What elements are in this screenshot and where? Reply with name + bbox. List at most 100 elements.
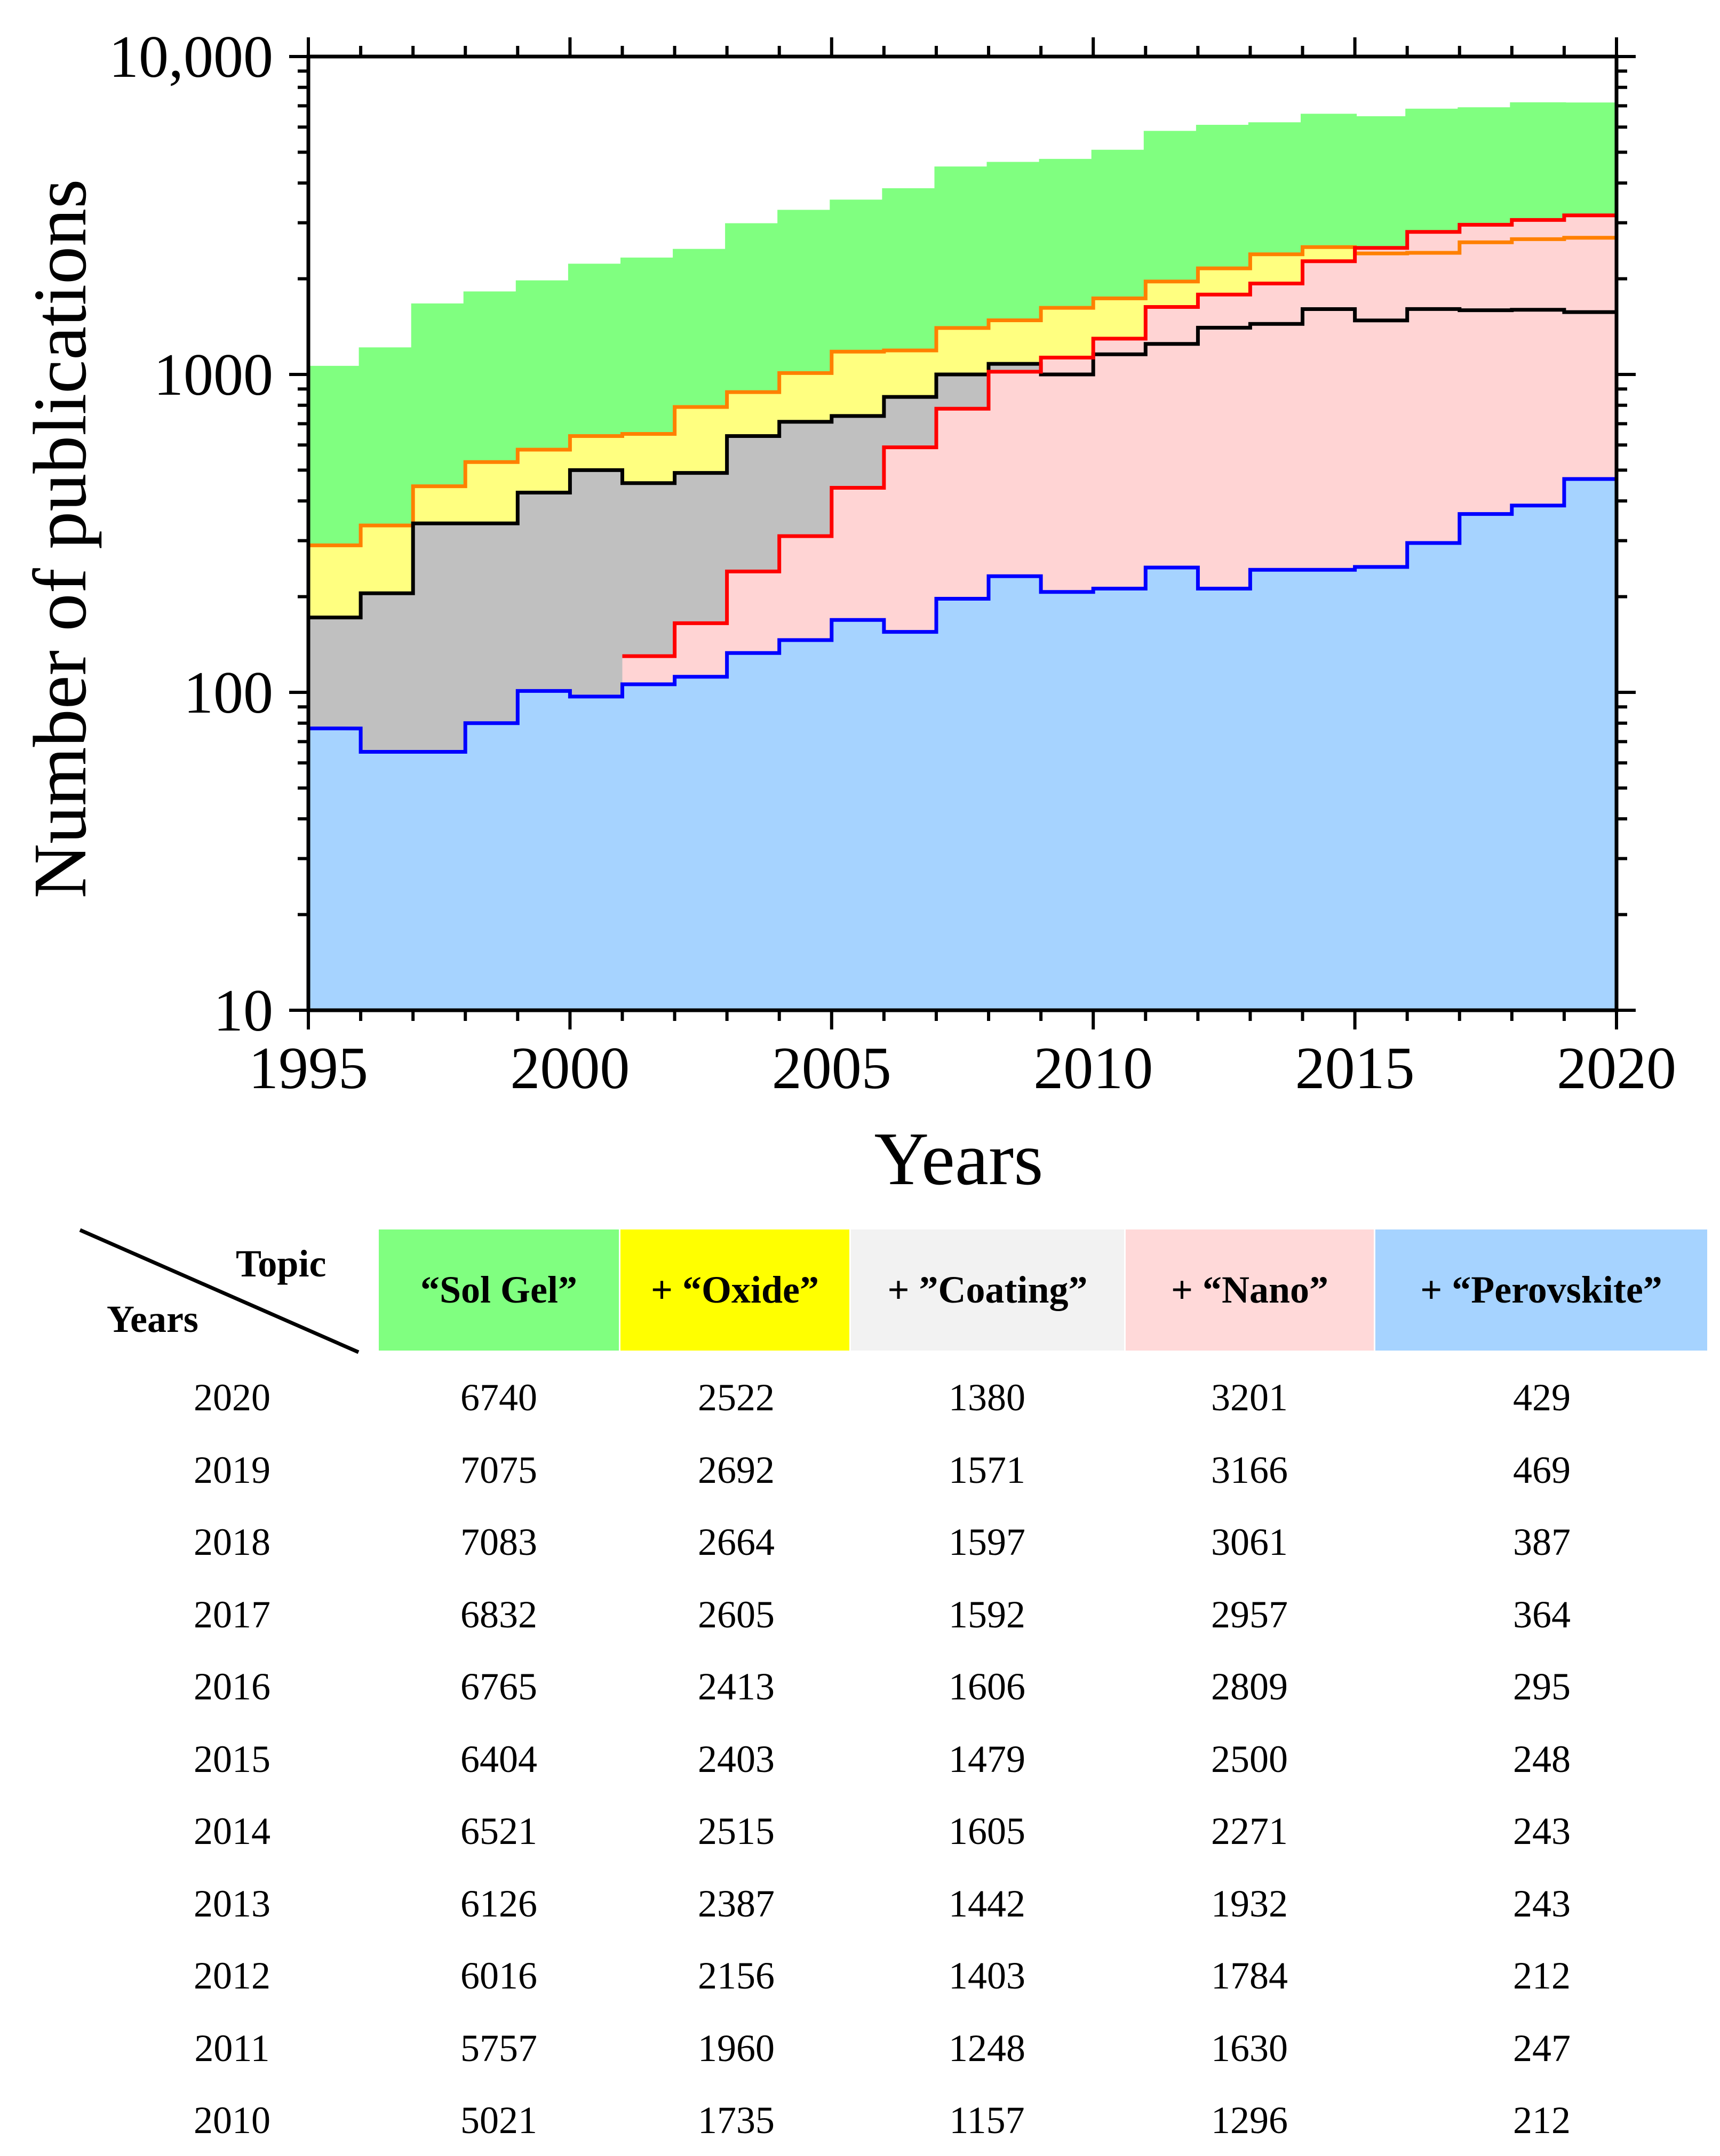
table-year-cell: 2020 <box>194 1376 270 1419</box>
table-value-cell: 6521 <box>460 1810 537 1852</box>
table-row: 2016 6765 2413 1606 2809 295 <box>0 1651 1720 1722</box>
table-row: 2013 6126 2387 1442 1932 243 <box>0 1868 1720 1939</box>
table-year-cell: 2012 <box>194 1954 270 1997</box>
table-year-cell: 2010 <box>194 2099 270 2142</box>
table-value-cell: 2522 <box>698 1376 775 1419</box>
line-perovskite <box>308 477 1617 754</box>
plot-frame <box>306 54 1619 1012</box>
table-year-cell: 2011 <box>194 2026 270 2070</box>
table-value-cell: 7075 <box>460 1448 537 1491</box>
y-tick-label: 100 <box>184 660 273 726</box>
table-value-cell: 6740 <box>460 1376 537 1419</box>
table-value-cell: 1442 <box>949 1882 1025 1925</box>
table-value-cell: 295 <box>1513 1665 1571 1708</box>
table-year-cell: 2017 <box>194 1593 270 1636</box>
y-tick-label: 1000 <box>154 342 273 408</box>
x-tick-label: 1995 <box>249 1035 368 1101</box>
table-header-cell: + “Perovskite” <box>1375 1229 1707 1351</box>
table-value-cell: 2413 <box>698 1665 775 1708</box>
table-year-cell: 2013 <box>194 1882 270 1925</box>
x-tick-label: 2015 <box>1295 1035 1415 1101</box>
area-perovskite <box>308 479 1617 1010</box>
y-tick-label: 10 <box>213 978 273 1044</box>
table-value-cell: 2605 <box>698 1593 775 1636</box>
table-value-cell: 3061 <box>1211 1521 1288 1563</box>
table-value-cell: 212 <box>1513 2099 1571 2142</box>
table-row: 2014 6521 2515 1605 2271 243 <box>0 1795 1720 1867</box>
table-value-cell: 1932 <box>1211 1882 1288 1925</box>
table-year-cell: 2019 <box>194 1448 270 1491</box>
table-value-cell: 469 <box>1513 1448 1571 1491</box>
table-value-cell: 7083 <box>460 1521 537 1563</box>
table-value-cell: 2664 <box>698 1521 775 1563</box>
publications-chart: 1995 2000 2005 2010 2015 202010100100010,000 … <box>18 24 1676 1201</box>
table-value-cell: 2387 <box>698 1882 775 1925</box>
table-header-cell: + “Oxide” <box>620 1229 849 1351</box>
line-oxide <box>308 236 1617 547</box>
table-value-cell: 1571 <box>949 1448 1025 1491</box>
table-value-cell: 248 <box>1513 1737 1571 1780</box>
table-value-cell: 2500 <box>1211 1737 1288 1780</box>
table-value-cell: 3201 <box>1211 1376 1288 1419</box>
x-tick-label: 2010 <box>1033 1035 1153 1101</box>
table-header-cell: + “Nano” <box>1126 1229 1374 1351</box>
table-row: 2010 5021 1735 1157 1296 212 <box>0 2085 1720 2156</box>
table-value-cell: 6126 <box>460 1882 537 1925</box>
table-value-cell: 1960 <box>698 2026 775 2070</box>
table-value-cell: 247 <box>1513 2026 1571 2070</box>
line-nano <box>622 213 1617 658</box>
table-value-cell: 5021 <box>460 2099 537 2142</box>
table-value-cell: 387 <box>1513 1521 1571 1563</box>
table-value-cell: 1606 <box>949 1665 1025 1708</box>
table-value-cell: 5757 <box>460 2026 537 2070</box>
table-value-cell: 1592 <box>949 1593 1025 1636</box>
table-value-cell: 243 <box>1513 1810 1571 1852</box>
table-value-cell: 1735 <box>698 2099 775 2142</box>
table-corner-topic: Topic <box>236 1242 327 1285</box>
table-year-cell: 2014 <box>194 1810 270 1852</box>
table-header-cell: “Sol Gel” <box>379 1229 619 1351</box>
table-value-cell: 6016 <box>460 1954 537 1997</box>
table-value-cell: 1630 <box>1211 2026 1288 2070</box>
table-value-cell: 3166 <box>1211 1448 1288 1491</box>
table-value-cell: 2809 <box>1211 1665 1288 1708</box>
line-sol-gel <box>308 102 1617 370</box>
x-tick-label: 2005 <box>772 1035 891 1101</box>
table-row: 2018 7083 2664 1597 3061 387 <box>0 1506 1720 1578</box>
x-tick-label: 2000 <box>510 1035 630 1101</box>
table-row: 2019 7075 2692 1571 3166 469 <box>0 1434 1720 1506</box>
table-value-cell: 364 <box>1513 1593 1571 1636</box>
table-year-cell: 2015 <box>194 1737 270 1780</box>
table-row: 2011 5757 1960 1248 1630 247 <box>0 2013 1720 2084</box>
y-axis-label: Number of publications <box>18 179 102 899</box>
table-value-cell: 6404 <box>460 1737 537 1780</box>
x-axis-label: Years <box>874 1116 1044 1201</box>
table-value-cell: 2957 <box>1211 1593 1288 1636</box>
table-row: 2015 6404 2403 1479 2500 248 <box>0 1723 1720 1795</box>
table-header-cell: + ”Coating” <box>851 1229 1124 1351</box>
x-tick-label: 2020 <box>1557 1035 1676 1101</box>
table-value-cell: 2271 <box>1211 1810 1288 1852</box>
table-row: 2012 6016 2156 1403 1784 212 <box>0 1940 1720 2011</box>
table-value-cell: 1296 <box>1211 2099 1288 2142</box>
table-value-cell: 1597 <box>949 1521 1025 1563</box>
table-value-cell: 1479 <box>949 1737 1025 1780</box>
table-value-cell: 212 <box>1513 1954 1571 1997</box>
table-value-cell: 2692 <box>698 1448 775 1491</box>
table-value-cell: 2156 <box>698 1954 775 1997</box>
table-year-cell: 2016 <box>194 1665 270 1708</box>
table-row: 2020 6740 2522 1380 3201 429 <box>0 1362 1720 1433</box>
table-row: 2017 6832 2605 1592 2957 364 <box>0 1579 1720 1650</box>
table-value-cell: 243 <box>1513 1882 1571 1925</box>
y-tick-label: 10,000 <box>109 24 273 90</box>
table-year-cell: 2018 <box>194 1521 270 1563</box>
table-value-cell: 1403 <box>949 1954 1025 1997</box>
table-value-cell: 2515 <box>698 1810 775 1852</box>
table-value-cell: 1248 <box>949 2026 1025 2070</box>
table-value-cell: 1605 <box>949 1810 1025 1852</box>
table-value-cell: 6832 <box>460 1593 537 1636</box>
table-value-cell: 1157 <box>949 2099 1025 2142</box>
table-value-cell: 1380 <box>949 1376 1025 1419</box>
table-value-cell: 2403 <box>698 1737 775 1780</box>
table-corner-years: Years <box>107 1298 198 1340</box>
